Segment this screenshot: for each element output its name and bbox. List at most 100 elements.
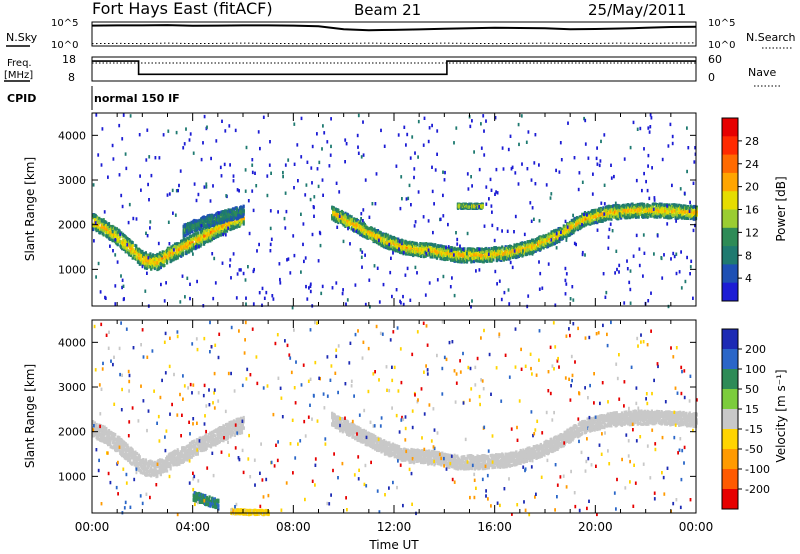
power-cell xyxy=(156,252,159,257)
power-cell xyxy=(364,230,367,235)
power-noise-cell xyxy=(684,279,687,284)
power-cell xyxy=(656,215,659,219)
power-cell xyxy=(242,220,245,224)
power-cell xyxy=(228,220,231,224)
power-cell xyxy=(485,246,488,251)
power-noise-cell xyxy=(417,190,420,194)
power-cell xyxy=(203,240,207,244)
power-cell xyxy=(203,224,206,228)
power-noise-cell xyxy=(638,263,641,268)
power-cell xyxy=(531,244,534,248)
power-cell xyxy=(155,257,158,261)
power-cell xyxy=(383,238,386,242)
power-cell xyxy=(438,248,441,252)
power-cell xyxy=(352,222,355,226)
freq-series-line xyxy=(92,60,696,76)
power-noise-cell xyxy=(251,170,254,175)
power-cell xyxy=(416,243,419,247)
power-noise-cell xyxy=(397,133,400,137)
power-cell xyxy=(376,233,379,237)
power-cell xyxy=(208,223,211,228)
freq-unit-label: [MHz] xyxy=(4,70,33,81)
power-cell xyxy=(680,216,683,220)
power-noise-cell xyxy=(550,238,553,242)
power-cell xyxy=(530,251,533,255)
power-cell xyxy=(472,260,476,264)
power-cell xyxy=(592,219,595,223)
power-noise-cell xyxy=(238,189,240,193)
power-cell xyxy=(234,222,237,226)
power-noise-cell xyxy=(647,299,650,303)
power-cell xyxy=(171,249,174,253)
power-noise-cell xyxy=(147,182,149,187)
power-cell xyxy=(117,238,120,242)
power-noise-cell xyxy=(538,163,540,167)
power-noise-cell xyxy=(525,140,528,144)
power-cell xyxy=(515,246,518,250)
power-noise-cell xyxy=(259,146,261,151)
power-noise-cell xyxy=(330,144,332,149)
power-cell xyxy=(477,259,480,263)
power-cell xyxy=(690,216,693,220)
power-cell xyxy=(191,240,194,244)
power-cell xyxy=(657,212,661,216)
power-cell xyxy=(608,205,611,209)
power-cell xyxy=(356,219,359,223)
power-cell xyxy=(540,235,543,239)
power-noise-cell xyxy=(271,294,274,298)
power-noise-cell xyxy=(322,193,324,197)
power-noise-cell xyxy=(302,222,305,226)
power-noise-cell xyxy=(209,199,212,203)
power-cell xyxy=(115,227,118,231)
power-cell xyxy=(441,245,444,249)
power-cell xyxy=(102,233,105,237)
power-noise-cell xyxy=(405,143,407,147)
power-noise-cell xyxy=(316,167,319,171)
power-cell xyxy=(693,204,696,209)
power-cell xyxy=(205,219,208,223)
power-cell xyxy=(649,204,652,208)
cpid-label: CPID xyxy=(7,92,36,105)
power-noise-cell xyxy=(269,209,272,213)
power-cell xyxy=(102,218,105,222)
power-cell xyxy=(505,248,508,252)
power-noise-cell xyxy=(287,158,290,162)
power-noise-cell xyxy=(261,286,264,291)
power-cell xyxy=(599,210,602,214)
power-cell xyxy=(673,203,676,207)
power-cell xyxy=(645,204,648,209)
power-noise-cell xyxy=(371,202,374,206)
power-cell xyxy=(203,242,206,246)
power-cell xyxy=(533,240,536,244)
freq-tick-top: 18 xyxy=(62,53,76,66)
power-noise-cell xyxy=(145,158,148,162)
power-noise-cell xyxy=(673,254,676,259)
power-cell xyxy=(646,203,649,207)
power-cell xyxy=(635,205,639,209)
power-cell xyxy=(198,238,201,242)
power-cell xyxy=(610,217,613,221)
power-cell xyxy=(196,227,199,231)
power-cell xyxy=(481,250,484,254)
power-cell xyxy=(194,219,198,223)
power-noise-cell xyxy=(494,116,497,120)
power-noise-cell xyxy=(632,254,635,258)
power-cell xyxy=(225,229,229,233)
power-cell xyxy=(662,207,665,211)
power-cell xyxy=(223,231,226,235)
power-cell xyxy=(634,208,637,212)
power-noise-cell xyxy=(390,256,392,260)
power-cell xyxy=(220,223,223,227)
power-cell xyxy=(151,253,155,257)
power-cell xyxy=(353,226,356,230)
power-cell xyxy=(346,213,350,217)
power-noise-cell xyxy=(402,294,404,299)
power-cell xyxy=(130,246,133,250)
power-cell xyxy=(672,214,675,218)
power-cell xyxy=(129,239,132,243)
power-cell xyxy=(358,227,361,231)
power-cell xyxy=(678,203,681,207)
power-cell xyxy=(695,207,698,211)
power-cell xyxy=(198,227,201,231)
